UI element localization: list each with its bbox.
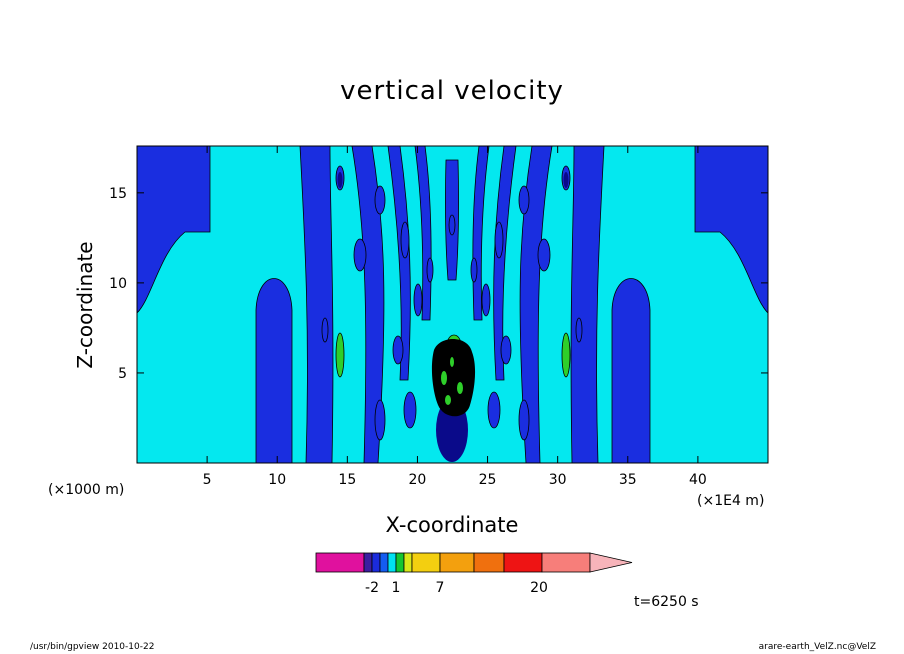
colorbar-segment xyxy=(315,552,365,573)
velocity-cell xyxy=(494,221,504,259)
colorbar-segment xyxy=(395,552,405,573)
x-tick-label: 5 xyxy=(203,472,212,488)
updraft-cell xyxy=(335,332,345,378)
updraft-cell xyxy=(457,382,463,394)
velocity-cell xyxy=(400,221,410,259)
colorbar-segment xyxy=(439,552,475,573)
velocity-cell xyxy=(481,283,491,317)
x-axis: 5 10 15 20 25 30 35 40 xyxy=(203,146,707,488)
x-tick-label: 30 xyxy=(549,472,567,488)
streak-band xyxy=(570,146,605,463)
x-unit-label: (×1000 m) xyxy=(48,482,125,498)
velocity-field xyxy=(137,146,768,463)
x-tick-label: 15 xyxy=(338,472,356,488)
x-tick-label: 10 xyxy=(268,472,286,488)
velocity-cell xyxy=(487,391,501,429)
inner-band xyxy=(611,278,651,463)
colorbar-label: -2 xyxy=(365,580,379,596)
chart-title: vertical velocity xyxy=(340,76,564,106)
streak-band xyxy=(493,146,517,381)
colorbar-segment xyxy=(541,552,591,573)
updraft-cell xyxy=(445,395,451,405)
colorbar-segment xyxy=(363,552,373,573)
updraft-cell xyxy=(441,371,447,385)
file-footer: arare-earth_VelZ.nc@VelZ xyxy=(758,642,876,652)
streak-band xyxy=(351,146,385,463)
y-tick-label: 5 xyxy=(118,366,127,382)
right-outer-band xyxy=(694,146,768,463)
x-tick-label: 40 xyxy=(689,472,707,488)
inner-band xyxy=(255,278,293,463)
velocity-cell xyxy=(321,317,329,343)
deep-cell xyxy=(337,172,343,188)
velocity-cell xyxy=(374,399,386,441)
velocity-cell xyxy=(448,214,456,236)
velocity-cell xyxy=(392,335,404,365)
streak-band xyxy=(519,146,553,463)
velocity-cell xyxy=(537,238,551,272)
colorbar-segment xyxy=(403,552,413,573)
y-axis-label: Z-coordinate xyxy=(73,241,97,369)
velocity-cell xyxy=(470,257,478,283)
velocity-cell xyxy=(500,335,512,365)
x-scale-label: (×1E4 m) xyxy=(697,493,765,509)
velocity-cell xyxy=(374,185,386,215)
colorbar-label: 7 xyxy=(436,580,445,596)
time-annotation: t=6250 s xyxy=(634,594,699,610)
velocity-cell xyxy=(413,283,423,317)
colorbar-segment xyxy=(371,552,381,573)
plot-frame xyxy=(136,145,769,464)
colorbar-segment xyxy=(379,552,389,573)
x-tick-label: 25 xyxy=(479,472,497,488)
x-tick-label: 35 xyxy=(619,472,637,488)
velocity-cell xyxy=(575,317,583,343)
velocity-cell xyxy=(426,257,434,283)
colorbar: -2 1 7 20 xyxy=(315,552,633,596)
y-axis: 5 10 15 xyxy=(109,186,768,382)
velocity-cell xyxy=(353,238,367,272)
colorbar-label: 1 xyxy=(392,580,401,596)
velocity-cell xyxy=(518,399,530,441)
colorbar-segment xyxy=(411,552,441,573)
streak-band xyxy=(387,146,411,381)
updraft-cell xyxy=(450,357,454,367)
streak-band xyxy=(299,146,334,463)
dense-contour-core xyxy=(431,338,476,417)
y-tick-label: 15 xyxy=(109,186,127,202)
colorbar-arrow xyxy=(589,552,633,573)
velocity-cell xyxy=(403,391,417,429)
y-tick-label: 10 xyxy=(109,276,127,292)
velocity-cell xyxy=(518,185,530,215)
left-outer-band xyxy=(137,146,211,463)
colorbar-segment xyxy=(503,552,543,573)
colorbar-segment xyxy=(473,552,505,573)
program-footer: /usr/bin/gpview 2010-10-22 xyxy=(30,642,155,652)
updraft-cell xyxy=(561,332,571,378)
x-tick-label: 20 xyxy=(409,472,427,488)
x-axis-label: X-coordinate xyxy=(385,513,519,537)
colorbar-segment xyxy=(387,552,397,573)
colorbar-label: 20 xyxy=(530,580,548,596)
deep-cell xyxy=(563,172,569,188)
